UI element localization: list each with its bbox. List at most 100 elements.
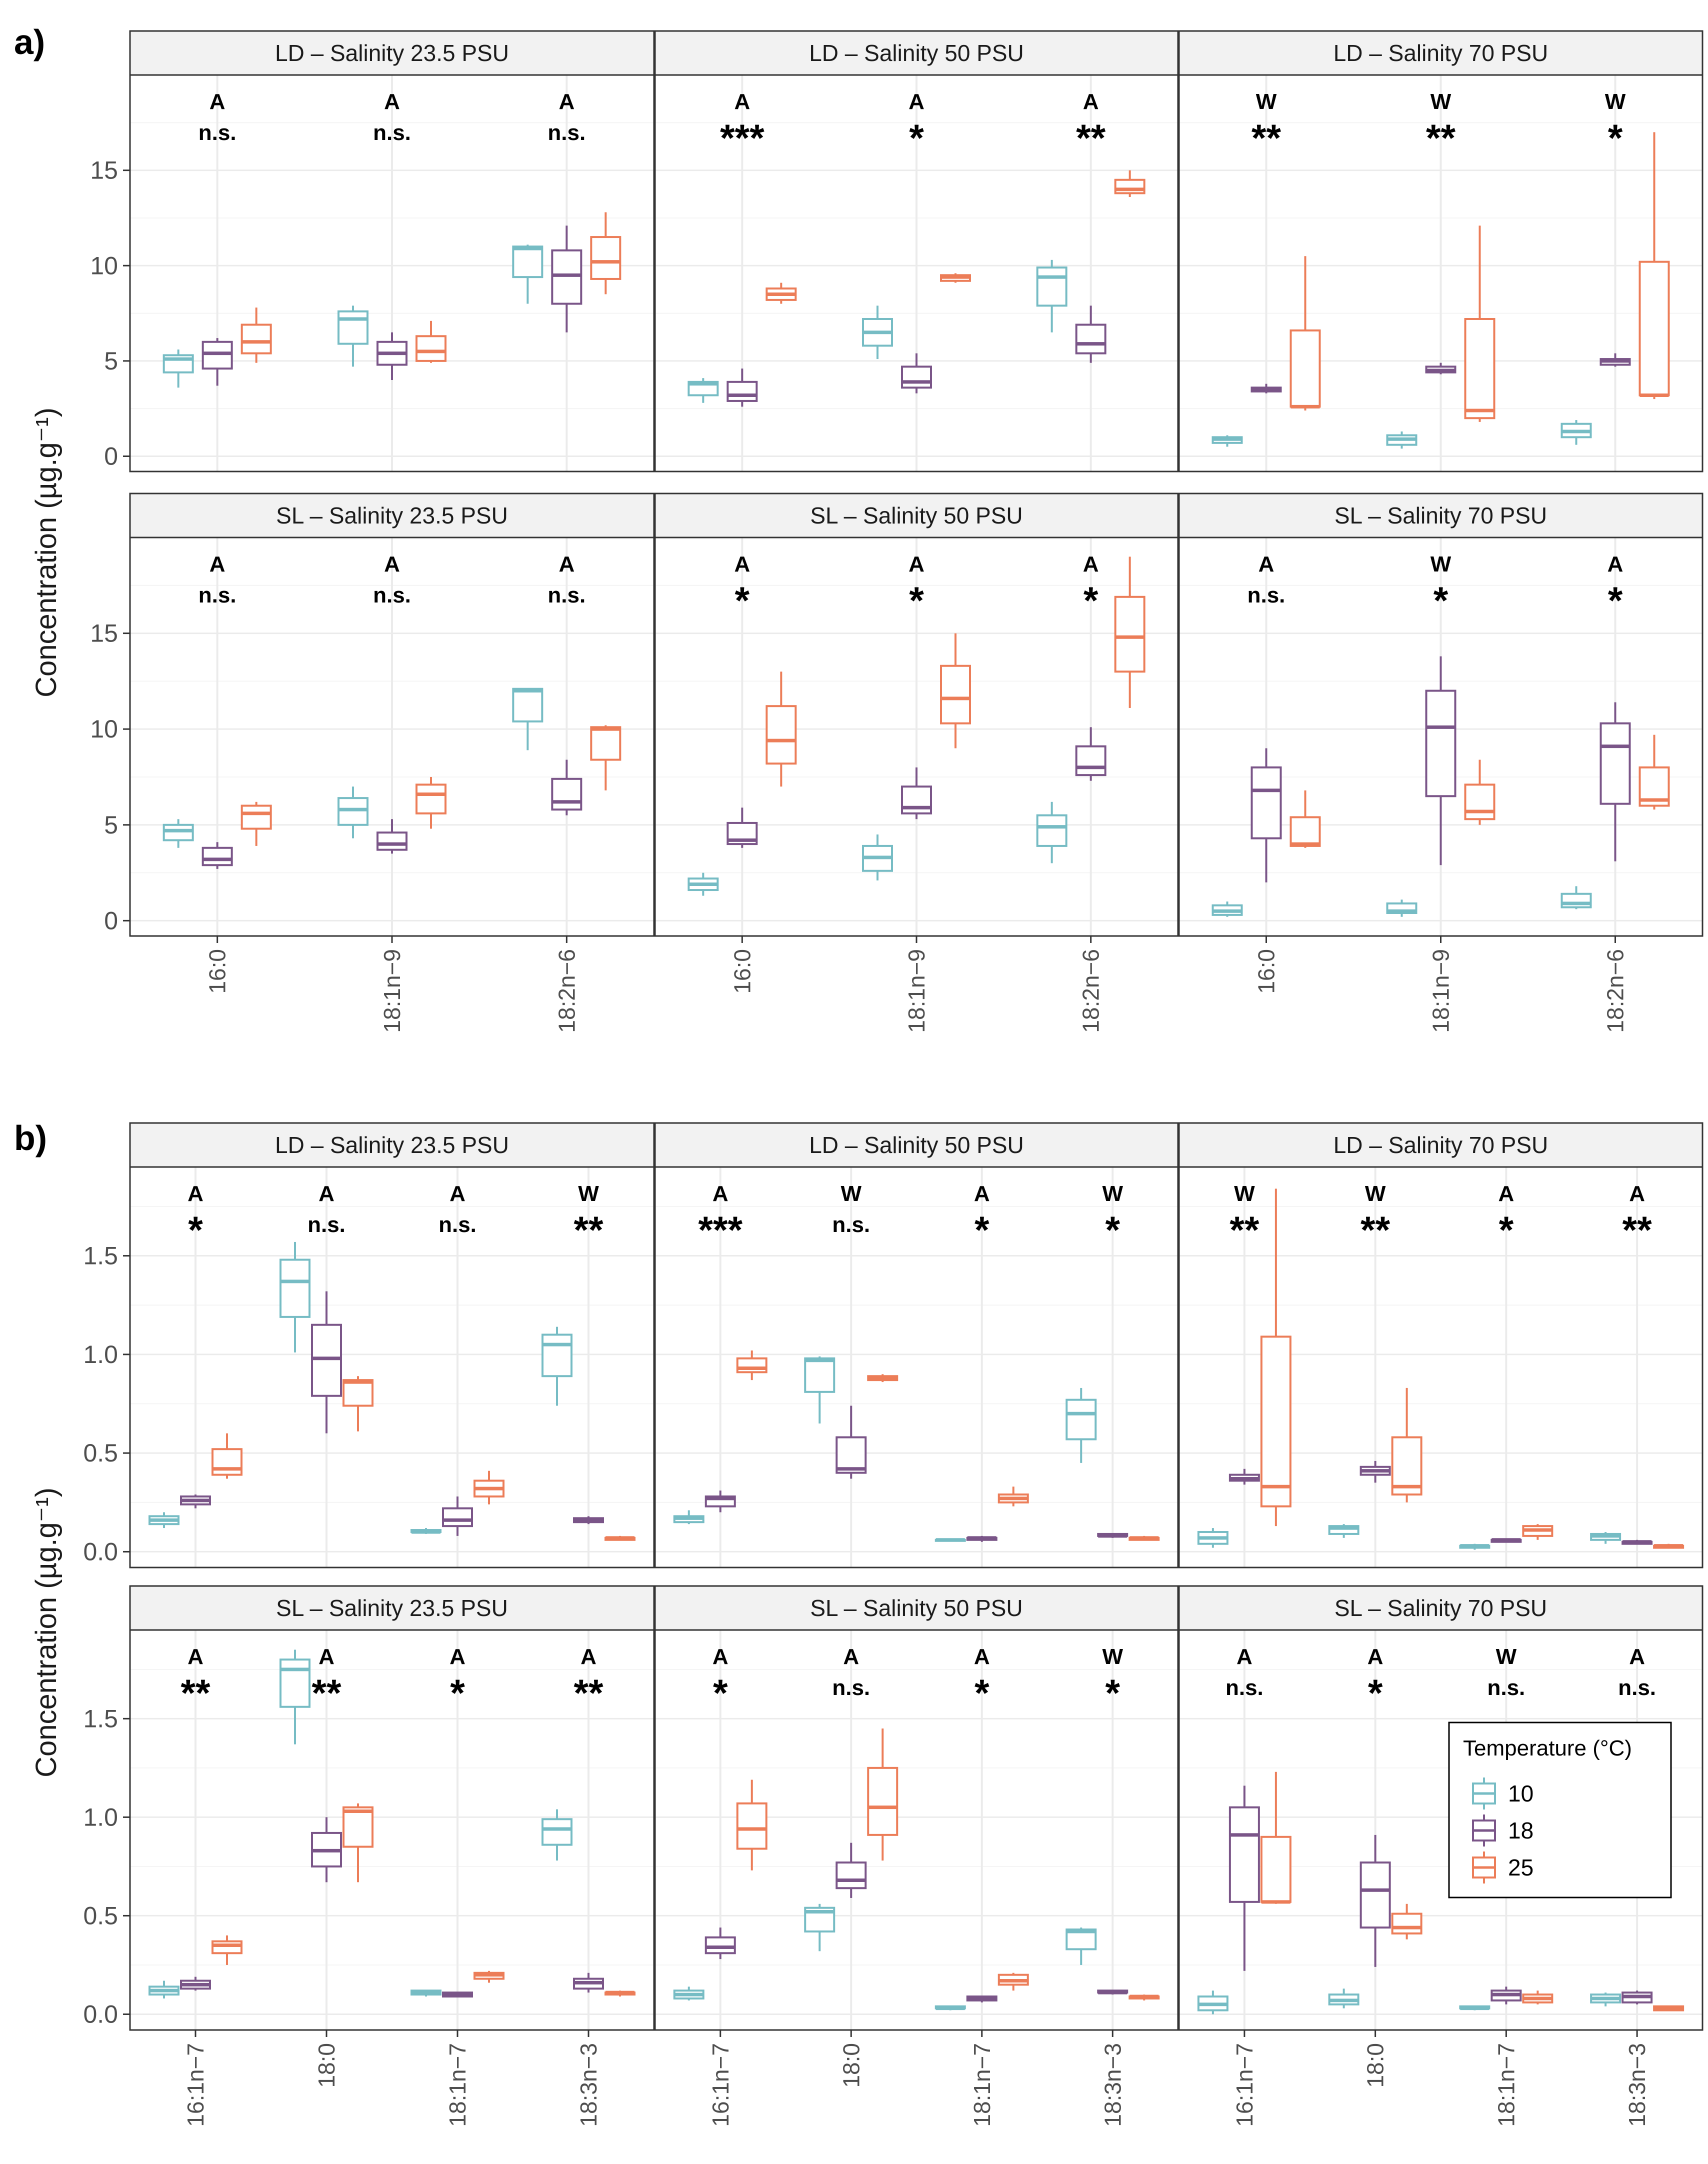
significance-label: * (1105, 1672, 1120, 1714)
box-10C-2 (1328, 1524, 1360, 1538)
box-18C-2 (1425, 362, 1456, 374)
box-25C-2 (1464, 226, 1496, 422)
test-label: A (384, 552, 400, 576)
box-10C-3 (410, 1528, 442, 1534)
box-body (1228, 1806, 1260, 1903)
x-tick-label: 18:3n−3 (576, 2043, 602, 2127)
box-25C-3 (590, 212, 622, 294)
box-10C-1 (162, 819, 194, 848)
box-body (342, 1379, 374, 1407)
box-body (280, 1658, 310, 1708)
box-25C-1 (212, 1935, 242, 1965)
test-label: A (318, 1182, 334, 1206)
box-10C-3 (934, 1538, 966, 1542)
test-label: A (450, 1182, 466, 1206)
box-18C-3 (551, 760, 582, 816)
box-25C-3 (1522, 1990, 1554, 2004)
box-25C-3 (998, 1486, 1029, 1506)
significance-label: ** (1076, 117, 1106, 160)
significance-label: * (909, 580, 924, 622)
box-25C-1 (1290, 790, 1321, 848)
box-25C-3 (1638, 734, 1670, 810)
significance-label: n.s. (1618, 1676, 1656, 1700)
box-10C-2 (1386, 900, 1418, 917)
box-18C-2 (901, 767, 932, 820)
box-10C-3 (1459, 2005, 1490, 2010)
y-tick-label: 5 (104, 811, 118, 839)
panel-a-3: LD – Salinity 70 PSU W ** W ** W * (1178, 30, 1704, 472)
box-10C-2 (1328, 1988, 1360, 2008)
box-10C-1 (673, 1510, 704, 1524)
box-25C-3 (590, 725, 622, 790)
box-body (1114, 178, 1146, 194)
box-18C-1 (180, 1494, 211, 1508)
box-body (1600, 722, 1631, 805)
box-body (1638, 260, 1670, 396)
y-tick-label: 0.0 (83, 1538, 118, 1566)
box-10C-2 (338, 306, 368, 367)
test-label: W (1234, 1182, 1255, 1206)
box-25C-1 (1260, 1188, 1292, 1526)
box-body (836, 1436, 867, 1474)
box-10C-3 (1560, 420, 1592, 445)
test-label: A (712, 1644, 728, 1669)
panel-b-6: SL – Salinity 70 PSU An.s. A * Wn.s. An.s. 16:… (1178, 1585, 1704, 2127)
box-18C-3 (442, 1496, 473, 1536)
box-25C-3 (474, 1470, 504, 1504)
box-10C-1 (688, 872, 719, 896)
y-axis-title-a: Concentration (µg.g⁻¹) (30, 408, 62, 698)
box-body (416, 784, 446, 814)
box-body (416, 335, 446, 362)
x-tick-label: 18:3n−3 (1100, 2043, 1126, 2127)
panel-strip (654, 30, 1179, 76)
y-tick-label: 15 (90, 620, 118, 648)
box-18C-4 (1097, 1532, 1128, 1538)
box-18C-2 (376, 819, 408, 854)
box-body (1260, 1336, 1292, 1508)
box-body (442, 1507, 473, 1528)
box-body (202, 846, 233, 866)
panel-title: SL – Salinity 23.5 PSU (276, 1595, 508, 1621)
significance-label: n.s. (548, 120, 586, 145)
section-label-b: b) (14, 1118, 47, 1158)
test-label: A (318, 1644, 334, 1669)
significance-label: n.s. (1487, 1676, 1525, 1700)
significance-label: ** (312, 1672, 342, 1714)
box-10C-2 (280, 1650, 310, 1744)
significance-label: * (1084, 580, 1098, 622)
panel-b-5: SL – Salinity 50 PSU A * An.s. A * W * 16:1n−7 18… (654, 1585, 1179, 2127)
box-10C-2 (1386, 431, 1418, 449)
box-body (338, 797, 368, 826)
panel-strip (654, 492, 1179, 538)
test-label: W (1365, 1182, 1386, 1206)
box-body (1290, 329, 1321, 408)
panel-a-5: SL – Salinity 50 PSU A * A * A * 16:0 18:1n−9 18:… (654, 492, 1179, 1033)
box-18C-4 (573, 1972, 604, 1993)
box-18C-3 (1600, 702, 1631, 862)
box-25C-1 (766, 672, 797, 787)
box-10C-3 (934, 2005, 966, 2010)
test-label: A (1258, 552, 1274, 576)
panel-strip (129, 1122, 655, 1168)
box-25C-2 (342, 1376, 374, 1432)
panel-b-2: LD – Salinity 50 PSU A *** Wn.s. A * W * (654, 1122, 1179, 1568)
test-label: A (1629, 1182, 1645, 1206)
box-10C-3 (1036, 260, 1068, 332)
box-10C-2 (804, 1904, 836, 1952)
x-tick-label: 18:0 (838, 2043, 864, 2088)
box-18C-1 (726, 368, 758, 407)
box-body (1360, 1862, 1391, 1929)
box-body (1560, 892, 1592, 908)
box-18C-4 (1097, 1990, 1128, 1995)
box-body (836, 1862, 867, 1890)
legend-label: 10 (1508, 1780, 1534, 1806)
box-body (1075, 324, 1106, 354)
box-body (212, 1940, 242, 1954)
significance-label: n.s. (1226, 1676, 1264, 1700)
panel-title: LD – Salinity 50 PSU (809, 40, 1024, 66)
panel-frame (129, 1629, 655, 2031)
box-25C-1 (1260, 1772, 1292, 1904)
y-tick-label: 5 (104, 347, 118, 375)
box-10C-1 (1197, 1990, 1228, 2014)
box-18C-1 (202, 842, 233, 869)
